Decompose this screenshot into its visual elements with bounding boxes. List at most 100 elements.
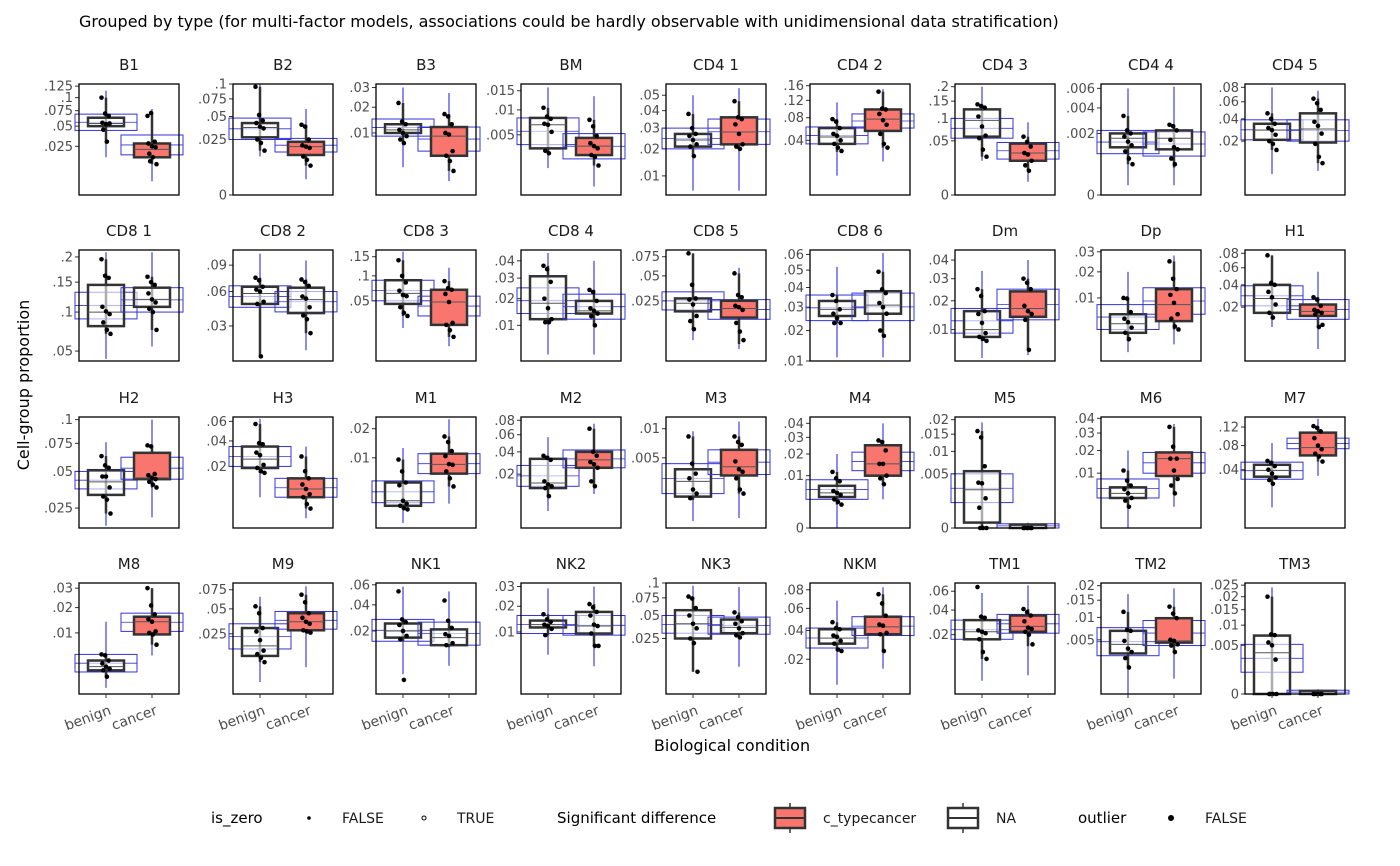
- data-point: [1270, 481, 1276, 487]
- y-tick-label: .03: [783, 431, 804, 446]
- data-point: [1022, 303, 1027, 309]
- panel-border: [375, 83, 477, 196]
- y-tick-label: .04: [928, 604, 949, 619]
- y-tick-label: .08: [1218, 247, 1239, 262]
- data-point: [101, 127, 106, 132]
- y-tick-label: .02: [1074, 444, 1095, 459]
- data-point: [543, 485, 548, 491]
- data-point: [262, 470, 267, 476]
- data-point: [984, 154, 989, 160]
- data-point: [689, 596, 695, 601]
- data-point: [442, 434, 447, 439]
- group-benign: [661, 95, 725, 191]
- y-tick-label: .12: [783, 94, 804, 109]
- data-point: [1168, 137, 1173, 143]
- data-point: [301, 494, 306, 500]
- data-point: [1171, 468, 1177, 473]
- y-tick-label: .01: [639, 422, 660, 437]
- y-tick-label: .005: [1210, 639, 1239, 654]
- y-tick-label: .06: [206, 285, 227, 300]
- iqr-box: [383, 278, 423, 306]
- data-point: [254, 120, 259, 126]
- panel-title: BM: [559, 56, 582, 74]
- data-point: [1267, 477, 1272, 483]
- panel-m2: M2 .02 .04 .06.08: [494, 389, 626, 529]
- data-point: [1129, 495, 1134, 501]
- data-point: [1129, 325, 1134, 330]
- legend-label-na: NA: [996, 811, 1016, 827]
- data-point: [1168, 637, 1173, 643]
- panel-m6: M6 .01 .02 .03.04: [1074, 389, 1206, 529]
- data-point: [152, 612, 157, 617]
- data-point: [302, 279, 308, 285]
- group-cancer: [562, 586, 626, 667]
- data-point: [253, 421, 258, 427]
- data-point: [101, 494, 106, 499]
- data-point: [837, 626, 842, 632]
- data-point: [307, 304, 312, 310]
- y-tick-label: .04: [1074, 412, 1095, 427]
- x-tick-label: benign: [794, 703, 845, 734]
- data-point: [104, 497, 110, 502]
- data-point: [834, 490, 840, 496]
- data-point: [541, 105, 546, 111]
- data-point: [443, 291, 448, 297]
- panel-border: [809, 582, 911, 695]
- data-point: [740, 142, 745, 147]
- data-point: [1176, 327, 1181, 332]
- data-point: [254, 450, 259, 455]
- data-point: [1272, 463, 1277, 469]
- data-point: [834, 315, 840, 321]
- y-tick-label: .05: [206, 602, 227, 617]
- data-point: [1311, 423, 1316, 429]
- legend-label-c-typecancer: c_typecancer: [823, 811, 916, 827]
- data-point: [104, 327, 110, 333]
- data-point: [303, 619, 309, 625]
- y-tick-label: .02: [349, 624, 370, 639]
- iqr-box: [286, 286, 326, 315]
- panel-border: [520, 83, 622, 196]
- data-point: [1314, 297, 1320, 302]
- data-point: [688, 318, 693, 324]
- panel-border: [954, 582, 1056, 695]
- y-tick-label: .06: [783, 602, 804, 617]
- y-tick-label: .02: [494, 468, 515, 483]
- y-tick-label: .02: [928, 413, 949, 428]
- data-point: [883, 613, 888, 618]
- panel-m1: M1 .01 .02: [349, 389, 481, 529]
- data-point: [878, 328, 883, 333]
- data-point: [254, 137, 260, 142]
- data-point: [741, 337, 746, 343]
- panel-title: TM3: [1278, 555, 1311, 573]
- data-point: [308, 163, 313, 168]
- y-tick-label: .02: [1218, 590, 1239, 605]
- group-cancer: [274, 586, 338, 668]
- data-point: [150, 309, 156, 315]
- panel-cd4-5: CD4 5 .02 .04 .06.08: [1218, 56, 1350, 196]
- data-point: [1030, 642, 1035, 647]
- panel-title: M2: [560, 389, 583, 407]
- panel-border: [809, 83, 911, 196]
- data-point: [399, 273, 405, 279]
- data-point: [1268, 280, 1274, 286]
- data-point: [451, 334, 456, 340]
- y-tick-label: .005: [631, 451, 660, 466]
- panel-title: M7: [1284, 389, 1307, 407]
- data-point: [877, 300, 882, 306]
- panel-border: [520, 582, 622, 695]
- data-point: [1170, 611, 1176, 616]
- panel-border: [1100, 83, 1202, 196]
- data-point: [1313, 141, 1318, 147]
- group-benign: [516, 588, 580, 655]
- data-point: [1265, 253, 1270, 258]
- data-point: [401, 140, 407, 146]
- data-point: [687, 476, 692, 481]
- data-point: [1021, 276, 1026, 281]
- group-cancer: [417, 591, 481, 666]
- data-point: [596, 163, 601, 168]
- y-tick-label: .025: [198, 133, 227, 148]
- data-point: [1319, 310, 1324, 316]
- data-point: [690, 621, 696, 627]
- data-point: [687, 297, 692, 302]
- data-point: [1024, 139, 1030, 145]
